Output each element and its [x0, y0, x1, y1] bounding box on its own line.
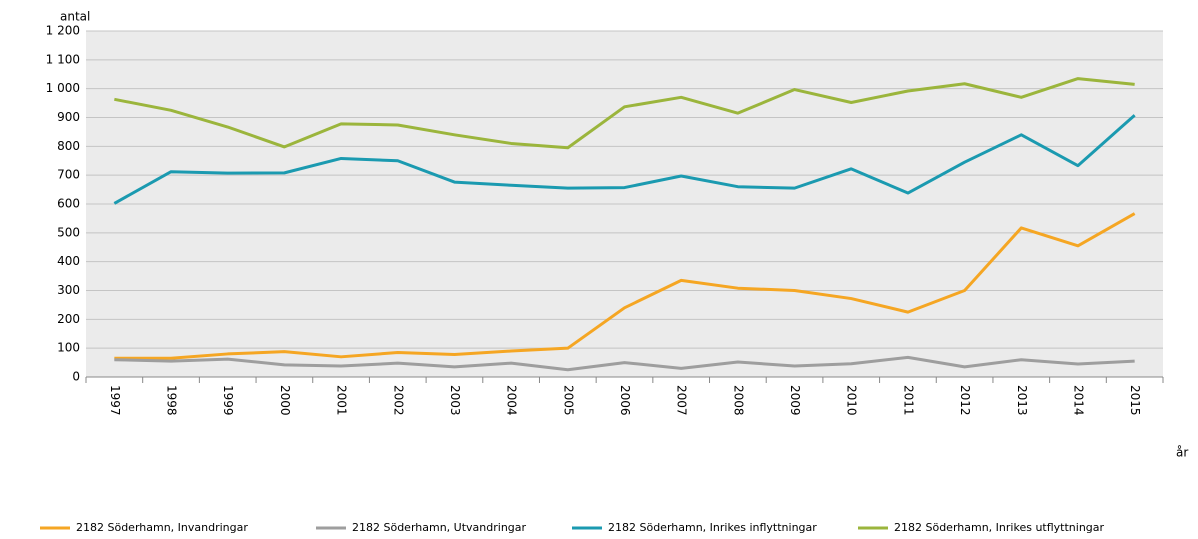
series-line — [114, 355, 1135, 372]
y-tick-label: 300 — [57, 283, 80, 297]
x-tick-label: 2004 — [505, 385, 519, 416]
x-tick-label: 1997 — [108, 385, 122, 416]
legend-label: 2182 Söderhamn, Inrikes utflyttningar — [894, 521, 1105, 534]
series-line — [114, 212, 1136, 360]
y-tick-label: 600 — [57, 197, 80, 211]
y-tick-label: 200 — [57, 312, 80, 326]
series-line — [113, 114, 1136, 205]
y-tick-label: 800 — [57, 139, 80, 153]
x-tick-label: 2005 — [561, 385, 575, 416]
y-tick-label: 500 — [57, 225, 80, 239]
y-tick-label: 1 200 — [46, 24, 80, 38]
legend-label: 2182 Söderhamn, Inrikes inflyttningar — [608, 521, 817, 534]
y-tick-label: 900 — [57, 110, 80, 124]
y-axis-label: antal — [60, 10, 90, 24]
y-tick-label: 1 000 — [46, 81, 80, 95]
y-tick-label: 700 — [57, 168, 80, 182]
x-axis-label: år — [1176, 446, 1188, 460]
x-tick-label: 2009 — [788, 385, 802, 416]
x-tick-label: 2014 — [1071, 385, 1085, 416]
x-tick-label: 2015 — [1128, 385, 1142, 416]
y-tick-label: 400 — [57, 254, 80, 268]
series-line — [114, 77, 1135, 150]
legend-label: 2182 Söderhamn, Utvandringar — [352, 521, 527, 534]
x-tick-label: 2002 — [391, 385, 405, 416]
x-tick-label: 2008 — [731, 385, 745, 416]
x-tick-label: 2001 — [335, 385, 349, 416]
x-tick-label: 2012 — [958, 385, 972, 416]
y-tick-label: 1 100 — [46, 52, 80, 66]
legend-label: 2182 Söderhamn, Invandringar — [76, 521, 248, 534]
x-tick-label: 2003 — [448, 385, 462, 416]
x-tick-label: 2000 — [278, 385, 292, 416]
x-tick-label: 2010 — [845, 385, 859, 416]
x-tick-label: 2013 — [1015, 385, 1029, 416]
x-tick-label: 2007 — [675, 385, 689, 416]
y-tick-label: 0 — [72, 370, 80, 384]
x-tick-label: 2006 — [618, 385, 632, 416]
y-tick-label: 100 — [57, 341, 80, 355]
x-tick-label: 1999 — [221, 385, 235, 416]
x-tick-label: 1998 — [165, 385, 179, 416]
x-tick-label: 2011 — [901, 385, 915, 416]
